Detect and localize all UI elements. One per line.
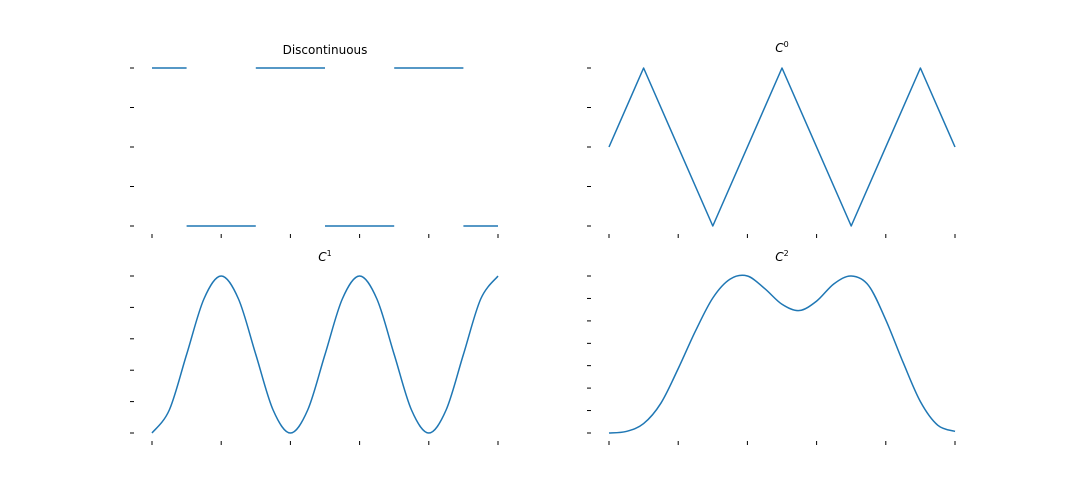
panel-title: C0 [775,40,788,55]
panel-title: C2 [775,249,788,264]
series-line [608,274,956,434]
title-superscript: 0 [784,40,789,49]
panel-c1: C1 [130,249,499,445]
panel-title: Discontinuous [283,43,368,57]
panel-c2: C2 [587,249,956,445]
title-symbol: C [775,41,784,55]
series-line [151,275,499,434]
title-symbol: C [775,250,784,264]
title-text: Discontinuous [283,43,368,57]
panel-c0: C0 [587,40,956,238]
series-line [608,67,956,227]
panel-title: C1 [318,249,331,264]
title-symbol: C [318,250,327,264]
title-superscript: 2 [784,249,789,258]
panel-discontinuous: Discontinuous [130,43,499,238]
title-superscript: 1 [327,249,332,258]
